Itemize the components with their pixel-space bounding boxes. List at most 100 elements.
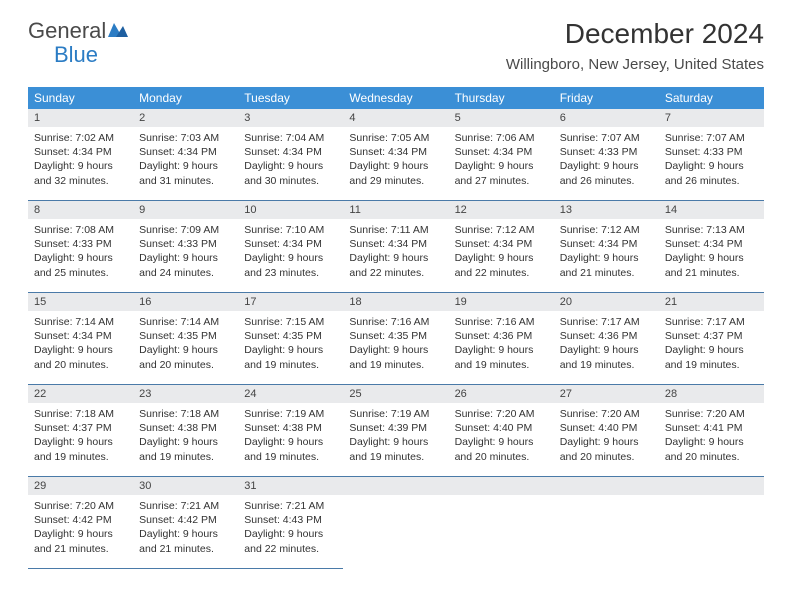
- sunrise-text: Sunrise: 7:16 AM: [455, 315, 548, 329]
- daylight-text-2: and 22 minutes.: [349, 266, 442, 280]
- calendar-week: 29Sunrise: 7:20 AMSunset: 4:42 PMDayligh…: [28, 477, 764, 569]
- day-number: 1: [28, 109, 133, 127]
- sunset-text: Sunset: 4:34 PM: [34, 329, 127, 343]
- header: General December 2024 Willingboro, New J…: [28, 18, 764, 73]
- day-number: 3: [238, 109, 343, 127]
- sunset-text: Sunset: 4:42 PM: [139, 513, 232, 527]
- sunset-text: Sunset: 4:38 PM: [139, 421, 232, 435]
- sunset-text: Sunset: 4:35 PM: [349, 329, 442, 343]
- daylight-text-2: and 20 minutes.: [665, 450, 758, 464]
- daylight-text: Daylight: 9 hours: [665, 435, 758, 449]
- daylight-text-2: and 21 minutes.: [560, 266, 653, 280]
- calendar-cell: 9Sunrise: 7:09 AMSunset: 4:33 PMDaylight…: [133, 201, 238, 293]
- day-number: 16: [133, 293, 238, 311]
- calendar-cell: 12Sunrise: 7:12 AMSunset: 4:34 PMDayligh…: [449, 201, 554, 293]
- brand-logo: General: [28, 18, 128, 44]
- day-header: Friday: [554, 87, 659, 109]
- day-header-row: Sunday Monday Tuesday Wednesday Thursday…: [28, 87, 764, 109]
- daylight-text-2: and 19 minutes.: [34, 450, 127, 464]
- brand-part1: General: [28, 18, 106, 44]
- day-number: 26: [449, 385, 554, 403]
- daylight-text-2: and 26 minutes.: [665, 174, 758, 188]
- daylight-text: Daylight: 9 hours: [455, 343, 548, 357]
- daylight-text: Daylight: 9 hours: [244, 527, 337, 541]
- sunset-text: Sunset: 4:33 PM: [139, 237, 232, 251]
- daylight-text-2: and 24 minutes.: [139, 266, 232, 280]
- calendar-cell: 23Sunrise: 7:18 AMSunset: 4:38 PMDayligh…: [133, 385, 238, 477]
- calendar-cell: 11Sunrise: 7:11 AMSunset: 4:34 PMDayligh…: [343, 201, 448, 293]
- day-number: 20: [554, 293, 659, 311]
- calendar-cell: 25 Sunrise: 7:19 AMSunset: 4:39 PMDayligh…: [343, 385, 448, 477]
- daylight-text-2: and 20 minutes.: [455, 450, 548, 464]
- page-title: December 2024: [506, 18, 764, 50]
- sunrise-text: Sunrise: 7:05 AM: [349, 131, 442, 145]
- day-number: 4: [343, 109, 448, 127]
- daylight-text-2: and 20 minutes.: [34, 358, 127, 372]
- calendar-cell: 18Sunrise: 7:16 AMSunset: 4:35 PMDayligh…: [343, 293, 448, 385]
- daylight-text: Daylight: 9 hours: [560, 343, 653, 357]
- sunrise-text: Sunrise: 7:07 AM: [560, 131, 653, 145]
- day-number: 14: [659, 201, 764, 219]
- sunset-text: Sunset: 4:34 PM: [665, 237, 758, 251]
- daylight-text-2: and 19 minutes.: [244, 450, 337, 464]
- sunset-text: Sunset: 4:34 PM: [139, 145, 232, 159]
- calendar-cell: 24Sunrise: 7:19 AMSunset: 4:38 PMDayligh…: [238, 385, 343, 477]
- calendar-cell: 22Sunrise: 7:18 AMSunset: 4:37 PMDayligh…: [28, 385, 133, 477]
- daylight-text: Daylight: 9 hours: [34, 527, 127, 541]
- daylight-text-2: and 22 minutes.: [244, 542, 337, 556]
- daylight-text-2: and 30 minutes.: [244, 174, 337, 188]
- sunset-text: Sunset: 4:33 PM: [665, 145, 758, 159]
- sunrise-text: Sunrise: 7:06 AM: [455, 131, 548, 145]
- daylight-text: Daylight: 9 hours: [139, 527, 232, 541]
- daylight-text: Daylight: 9 hours: [244, 251, 337, 265]
- daylight-text: Daylight: 9 hours: [455, 251, 548, 265]
- daylight-text-2: and 19 minutes.: [560, 358, 653, 372]
- daylight-text-2: and 19 minutes.: [455, 358, 548, 372]
- sunset-text: Sunset: 4:35 PM: [244, 329, 337, 343]
- daylight-text: Daylight: 9 hours: [560, 435, 653, 449]
- sunset-text: Sunset: 4:39 PM: [349, 421, 442, 435]
- calendar-cell-empty: [554, 477, 659, 569]
- daylight-text-2: and 21 minutes.: [139, 542, 232, 556]
- daylight-text: Daylight: 9 hours: [244, 435, 337, 449]
- daylight-text: Daylight: 9 hours: [665, 159, 758, 173]
- day-number: 6: [554, 109, 659, 127]
- daylight-text: Daylight: 9 hours: [139, 435, 232, 449]
- day-number: 22: [28, 385, 133, 403]
- calendar-cell: 15Sunrise: 7:14 AMSunset: 4:34 PMDayligh…: [28, 293, 133, 385]
- sunrise-text: Sunrise: 7:12 AM: [560, 223, 653, 237]
- calendar-body: 1Sunrise: 7:02 AMSunset: 4:34 PMDaylight…: [28, 109, 764, 569]
- day-number: 21: [659, 293, 764, 311]
- daylight-text-2: and 27 minutes.: [455, 174, 548, 188]
- day-number: 29: [28, 477, 133, 495]
- daylight-text-2: and 21 minutes.: [34, 542, 127, 556]
- day-number: 9: [133, 201, 238, 219]
- day-number: 30: [133, 477, 238, 495]
- sunrise-text: Sunrise: 7:13 AM: [665, 223, 758, 237]
- brand-part2: Blue: [54, 42, 98, 68]
- daylight-text: Daylight: 9 hours: [349, 435, 442, 449]
- daylight-text-2: and 32 minutes.: [34, 174, 127, 188]
- calendar-cell: 2Sunrise: 7:03 AMSunset: 4:34 PMDaylight…: [133, 109, 238, 201]
- sunrise-text: Sunrise: 7:10 AM: [244, 223, 337, 237]
- calendar-cell: 28Sunrise: 7:20 AMSunset: 4:41 PMDayligh…: [659, 385, 764, 477]
- sunrise-text: Sunrise: 7:20 AM: [34, 499, 127, 513]
- calendar-week: 15Sunrise: 7:14 AMSunset: 4:34 PMDayligh…: [28, 293, 764, 385]
- daylight-text: Daylight: 9 hours: [34, 343, 127, 357]
- sunrise-text: Sunrise: 7:04 AM: [244, 131, 337, 145]
- sunrise-text: Sunrise: 7:18 AM: [34, 407, 127, 421]
- day-number: 25: [343, 385, 448, 403]
- calendar-cell: 27Sunrise: 7:20 AMSunset: 4:40 PMDayligh…: [554, 385, 659, 477]
- sunrise-text: Sunrise: 7:08 AM: [34, 223, 127, 237]
- sunrise-text: Sunrise: 7:11 AM: [349, 223, 442, 237]
- sunrise-text: Sunrise: 7:19 AM: [349, 407, 442, 421]
- calendar-cell: 29Sunrise: 7:20 AMSunset: 4:42 PMDayligh…: [28, 477, 133, 569]
- daylight-text-2: and 19 minutes.: [139, 450, 232, 464]
- day-number: 15: [28, 293, 133, 311]
- sunset-text: Sunset: 4:34 PM: [455, 237, 548, 251]
- daylight-text: Daylight: 9 hours: [665, 343, 758, 357]
- daylight-text-2: and 25 minutes.: [34, 266, 127, 280]
- calendar-cell: 31Sunrise: 7:21 AMSunset: 4:43 PMDayligh…: [238, 477, 343, 569]
- daylight-text-2: and 23 minutes.: [244, 266, 337, 280]
- sunset-text: Sunset: 4:34 PM: [560, 237, 653, 251]
